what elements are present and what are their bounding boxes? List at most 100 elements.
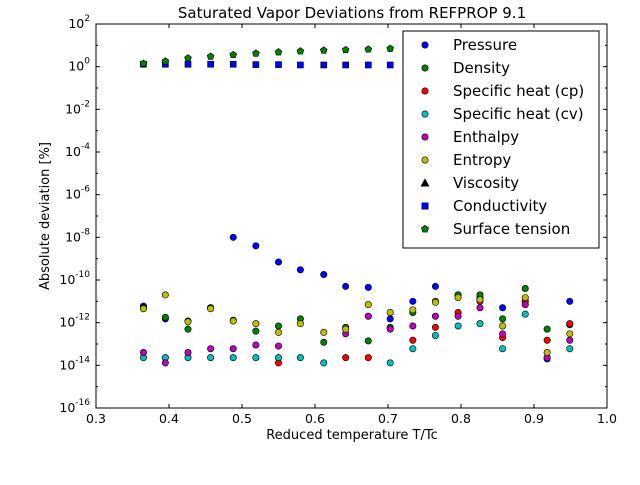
x-tick: 0.6 [305,24,325,426]
entropy-point [342,325,350,333]
legend-marker-surface-tension [421,224,429,233]
legend-label-specific-heat-cv: Specific heat (cv) [453,105,584,123]
x-tick-label: 1.0 [597,411,617,426]
enthalpy-point [409,322,417,330]
legend-marker-density [421,64,429,72]
pressure-point [229,233,237,241]
x-tick-label: 0.7 [378,411,398,426]
x-tick: 0.4 [159,24,179,426]
pressure-point [342,282,350,290]
y-tick: 10-14 [59,343,607,372]
entropy-point [521,294,529,302]
enthalpy-point [161,359,169,367]
x-tick-label: 0.5 [232,411,252,426]
surface-tension-point [184,54,192,62]
pressure-point [296,266,304,274]
pressure-point [252,242,260,250]
enthalpy-point [229,345,237,353]
entropy-point [454,294,462,302]
surface-tension-point [319,46,328,54]
enthalpy-point [364,312,372,320]
entropy-point [252,320,260,328]
legend-marker-viscosity [420,178,430,187]
x-tick-label: 0.3 [86,411,106,426]
pressure-point [320,271,328,279]
specific-heat-cv-point [296,354,304,362]
specific-heat-cp-point [342,354,350,362]
pressure-point [566,297,574,305]
density-point [521,284,529,292]
series-entropy [139,291,574,356]
specific-heat-cv-point [521,310,529,318]
y-tick: 10-10 [59,258,607,287]
density-point [274,322,282,330]
y-tick-label: 10-12 [59,313,90,330]
series-specific-heat-cv [139,310,574,367]
density-point [252,327,260,335]
entropy-point [364,301,372,309]
legend-item-specific-heat-cv: Specific heat (cv) [421,105,584,123]
legend-item-pressure: Pressure [421,36,517,54]
conductivity-point [364,61,372,69]
enthalpy-point [252,341,260,349]
surface-tension-point [296,47,305,55]
legend-item-entropy: Entropy [421,151,511,169]
entropy-point [566,330,574,338]
legend-marker-specific-heat-cv [421,110,429,118]
x-tick: 0.7 [378,24,398,426]
legend-item-enthalpy: Enthalpy [421,128,519,146]
x-axis-label: Reduced temperature T/Tc [266,428,438,443]
series-pressure [139,233,574,363]
legend-label-surface-tension: Surface tension [453,220,570,238]
conductivity-point [275,61,282,68]
specific-heat-cv-point [274,354,282,362]
conductivity-point [252,61,260,68]
pressure-point [409,297,417,305]
surface-tension-point [252,49,260,57]
specific-heat-cv-point [499,345,507,353]
legend-marker-conductivity [421,202,429,210]
legend-item-surface-tension: Surface tension [421,220,570,238]
enthalpy-point [274,342,282,350]
series-specific-heat-cp [274,297,574,367]
x-tick: 0.9 [524,24,544,426]
specific-heat-cv-point [207,354,215,362]
chart-title: Saturated Vapor Deviations from REFPROP … [178,4,526,22]
enthalpy-point [207,345,215,353]
series-enthalpy [139,301,574,367]
surface-tension-point [229,50,238,59]
specific-heat-cv-point [229,354,237,362]
enthalpy-point [521,301,529,309]
y-tick-label: 100 [68,57,90,74]
entropy-point [476,296,484,304]
surface-tension-point [161,57,170,65]
density-point [543,325,551,333]
x-tick-label: 0.6 [305,411,325,426]
legend-item-viscosity: Viscosity [420,174,519,192]
entropy-point [207,305,215,313]
enthalpy-point [139,348,147,356]
legend-marker-specific-heat-cp [421,87,429,95]
series-conductivity [140,60,394,69]
y-tick-label: 10-8 [65,227,90,244]
legend-item-conductivity: Conductivity [421,197,547,215]
x-tick-label: 0.8 [451,411,471,426]
conductivity-point [297,61,304,69]
surface-tension-point [364,45,373,53]
legend-box [402,30,600,249]
legend-item-specific-heat-cp: Specific heat (cp) [421,82,584,100]
specific-heat-cv-point [320,359,328,367]
specific-heat-cp-point [409,336,417,344]
surface-tension-point [274,48,283,56]
specific-heat-cv-point [476,320,484,328]
specific-heat-cp-point [543,336,551,344]
pressure-point [431,282,439,290]
entropy-point [409,306,417,314]
y-tick-label: 10-14 [59,355,90,372]
y-tick-label: 10-10 [59,270,90,287]
entropy-point [274,328,282,336]
specific-heat-cv-point [409,345,417,353]
series-surface-tension [139,44,394,67]
conductivity-point [342,61,349,69]
